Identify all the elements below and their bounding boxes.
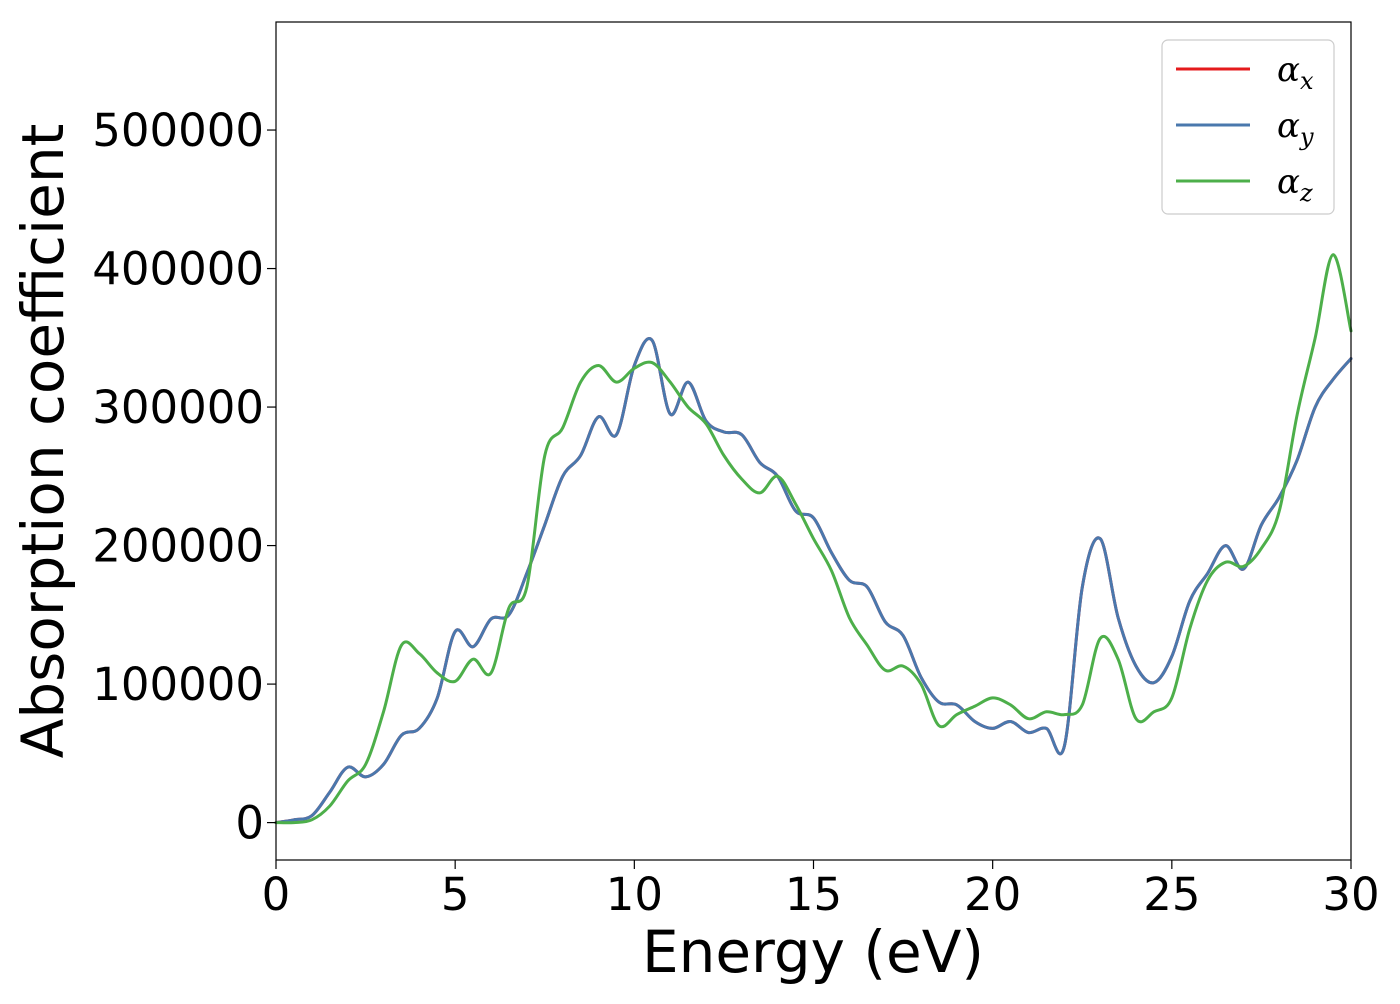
- y-axis-ticks: 0 100000 200000 300000 400000 500000: [92, 104, 276, 850]
- x-tick-label: 5: [441, 868, 470, 921]
- series-layer: [274, 253, 1353, 825]
- y-tick-label: 100000: [92, 658, 264, 711]
- legend-box: [1161, 39, 1335, 215]
- series-line-x: [274, 337, 1353, 825]
- x-tick-label: 30: [1322, 868, 1379, 921]
- series-line-y: [274, 337, 1353, 825]
- legend-label-x: αx: [1277, 50, 1314, 95]
- y-axis-title: Absorption coefficient: [9, 124, 77, 759]
- x-tick-label: 10: [606, 868, 663, 921]
- y-tick-label: 200000: [92, 520, 264, 573]
- y-tick-label: 400000: [92, 243, 264, 296]
- y-tick-label: 300000: [92, 381, 264, 434]
- x-axis-title: Energy (eV): [642, 918, 984, 986]
- y-tick-label: 0: [235, 797, 264, 850]
- legend-label-y: αy: [1277, 106, 1314, 151]
- y-tick-label: 500000: [92, 104, 264, 157]
- x-tick-label: 20: [964, 868, 1021, 921]
- legend-label-z: αz: [1277, 162, 1313, 207]
- series-line-z: [274, 253, 1353, 825]
- x-tick-label: 15: [785, 868, 842, 921]
- x-tick-label: 25: [1143, 868, 1200, 921]
- x-axis-ticks: 0 5 10 15 20 25 30: [262, 860, 1380, 921]
- legend: αx αy αz: [1161, 39, 1335, 215]
- x-tick-label: 0: [262, 868, 291, 921]
